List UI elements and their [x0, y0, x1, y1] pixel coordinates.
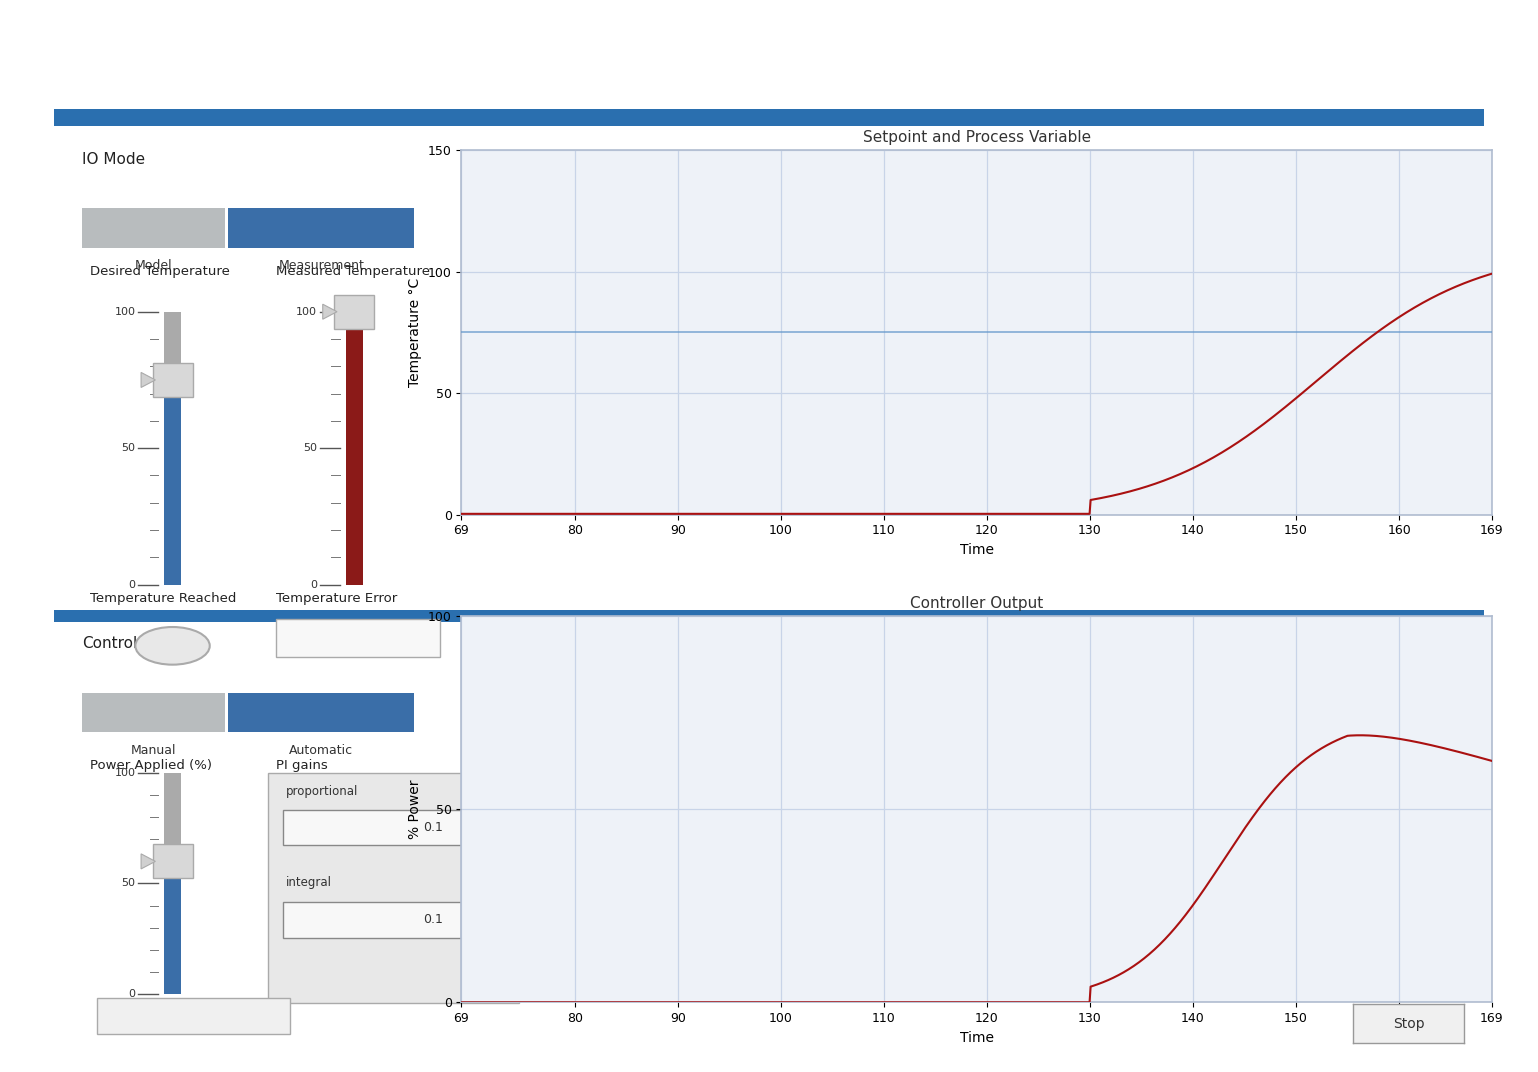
X-axis label: Time: Time [960, 542, 994, 556]
Text: 60.63 %: 60.63 % [166, 1009, 218, 1023]
Text: IO Mode: IO Mode [83, 152, 146, 167]
Polygon shape [141, 853, 155, 869]
Text: Desired Temperature: Desired Temperature [89, 265, 229, 278]
Bar [165, 379, 181, 584]
Text: Temperature Control: Temperature Control [608, 36, 930, 64]
Text: Use a PI controller to control a system.: Use a PI controller to control a system. [620, 78, 918, 93]
FancyBboxPatch shape [334, 295, 374, 329]
Text: Temperature Reached: Temperature Reached [89, 592, 235, 606]
Bar [83, 208, 226, 248]
Text: 100: 100 [295, 307, 317, 316]
Text: 0.1: 0.1 [423, 913, 443, 926]
Text: 0.1: 0.1 [423, 821, 443, 834]
Title: Controller Output: Controller Output [910, 596, 1043, 611]
Ellipse shape [135, 627, 209, 665]
Text: ▼: ▼ [480, 923, 488, 934]
Bar [283, 902, 461, 938]
Bar [269, 773, 518, 1003]
Text: 50: 50 [303, 443, 317, 453]
X-axis label: Time: Time [960, 1030, 994, 1044]
Text: Model: Model [135, 259, 172, 272]
Text: Measured Temperature: Measured Temperature [275, 265, 429, 278]
Text: Control: Control [83, 637, 138, 652]
Text: -25.0: -25.0 [400, 631, 432, 644]
Polygon shape [141, 372, 155, 387]
Bar [346, 312, 363, 584]
Text: Power Applied (%): Power Applied (%) [89, 759, 212, 772]
Text: 0: 0 [311, 580, 317, 590]
Text: 100: 100 [114, 768, 135, 778]
Bar [275, 620, 440, 657]
FancyBboxPatch shape [152, 845, 192, 878]
Text: 0: 0 [128, 989, 135, 999]
Y-axis label: % Power: % Power [408, 779, 423, 839]
Text: 100: 100 [114, 307, 135, 316]
Text: Automatic: Automatic [289, 744, 354, 757]
Text: integral: integral [286, 877, 332, 890]
Text: ▲: ▲ [480, 813, 488, 823]
Text: 50: 50 [122, 878, 135, 889]
Bar [283, 809, 461, 846]
Text: Stop: Stop [1393, 1016, 1424, 1031]
Bar [463, 809, 506, 846]
Polygon shape [323, 304, 337, 319]
Text: Manual: Manual [131, 744, 177, 757]
Bar [165, 312, 181, 584]
Bar [228, 693, 414, 732]
Text: ▼: ▼ [480, 831, 488, 840]
Bar [463, 902, 506, 938]
Bar [54, 109, 1484, 126]
Bar [165, 862, 181, 994]
Bar [165, 773, 181, 994]
Text: 50: 50 [122, 443, 135, 453]
Text: Temperature Error: Temperature Error [275, 592, 397, 606]
Bar [54, 610, 1484, 623]
Y-axis label: Temperature °C: Temperature °C [408, 278, 423, 387]
Title: Setpoint and Process Variable: Setpoint and Process Variable [863, 130, 1090, 145]
Text: PI gains: PI gains [275, 759, 328, 772]
Bar [346, 312, 363, 584]
Bar [83, 693, 226, 732]
FancyBboxPatch shape [152, 363, 192, 397]
Text: 0: 0 [128, 580, 135, 590]
Bar [97, 998, 289, 1033]
Bar [228, 208, 414, 248]
Text: proportional: proportional [286, 785, 358, 799]
Text: Measurement: Measurement [278, 259, 365, 272]
Text: ▲: ▲ [480, 906, 488, 915]
